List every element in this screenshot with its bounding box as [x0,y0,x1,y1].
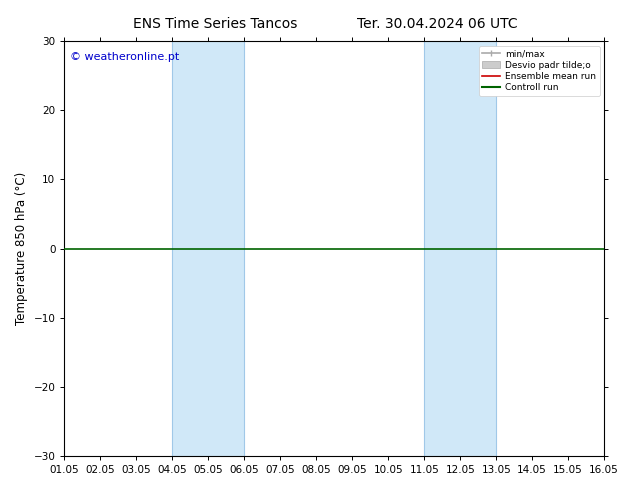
Text: © weatheronline.pt: © weatheronline.pt [70,51,179,62]
Bar [172,41,244,456]
Text: ENS Time Series Tancos: ENS Time Series Tancos [133,17,298,31]
Bar [424,41,496,456]
Legend: min/max, Desvio padr tilde;o, Ensemble mean run, Controll run: min/max, Desvio padr tilde;o, Ensemble m… [479,46,600,96]
Y-axis label: Temperature 850 hPa (°C): Temperature 850 hPa (°C) [15,172,28,325]
Text: Ter. 30.04.2024 06 UTC: Ter. 30.04.2024 06 UTC [357,17,518,31]
